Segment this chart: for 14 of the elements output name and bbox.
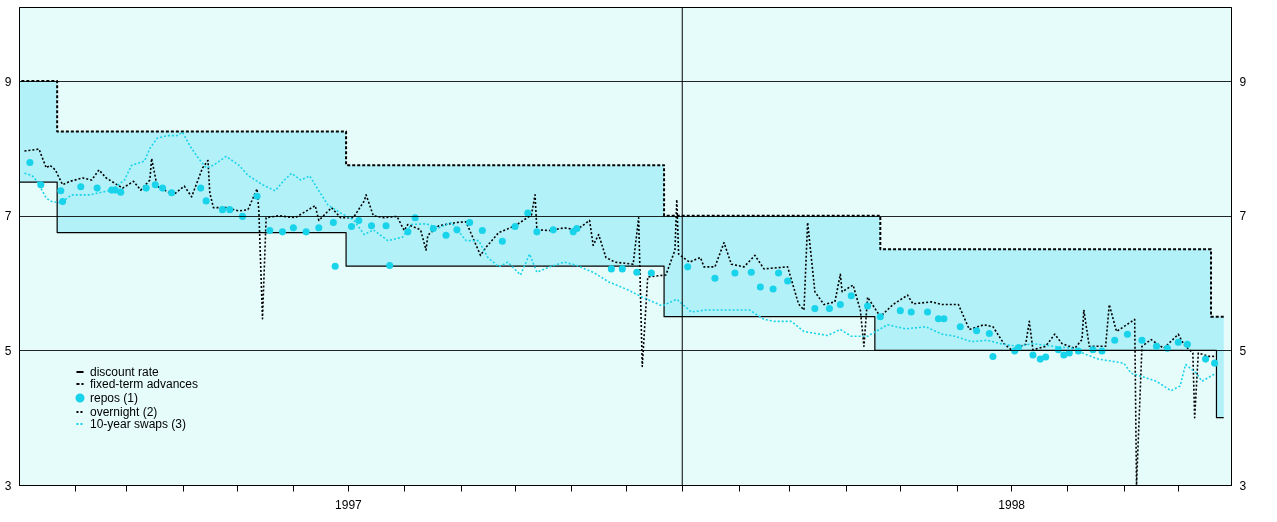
legend-label: discount rate <box>90 365 160 379</box>
y-tick-label: 5 <box>4 343 12 358</box>
legend-label: fixed-term advances <box>90 377 199 391</box>
x-tick-label: 1998 <box>998 497 1026 512</box>
y2-tick-label: 7 <box>1239 209 1247 224</box>
y-tick-label: 9 <box>4 74 12 89</box>
y2-tick-label: 9 <box>1239 74 1247 89</box>
y-tick-label: 7 <box>4 209 12 224</box>
legend-label: overnight (2) <box>90 405 158 419</box>
y2-tick-label: 3 <box>1239 478 1247 493</box>
legend-label: repos (1) <box>90 391 139 405</box>
y-tick-label: 3 <box>4 478 12 493</box>
x-tick-label: 1997 <box>335 497 363 512</box>
y2-tick-label: 5 <box>1239 343 1247 358</box>
